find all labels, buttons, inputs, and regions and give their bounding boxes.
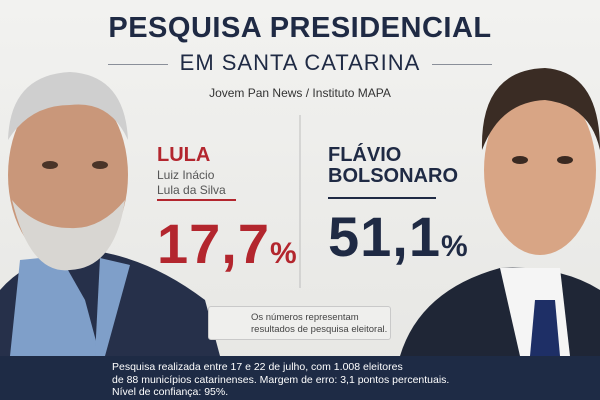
footer-line: Pesquisa realizada entre 17 e 22 de julh… bbox=[112, 361, 403, 373]
percentage-unit: % bbox=[441, 230, 469, 263]
footer-line: Nível de confiança: 95%. bbox=[112, 386, 229, 398]
percentage: 51,1% bbox=[328, 207, 469, 277]
subtitle: EM SANTA CATARINA bbox=[179, 50, 421, 75]
candidate: LULA Luiz Inácio Lula da Silva 17,7% bbox=[157, 145, 298, 284]
note: Os números representam resultados de pesq… bbox=[208, 306, 391, 340]
candidate-name: LULA bbox=[157, 144, 211, 166]
candidate-full-name: Luiz Inácio Lula da Silva bbox=[157, 168, 298, 198]
full-name-line: Lula da Silva bbox=[157, 183, 226, 197]
footer-line: de 88 municípios catarinenses. Margem de… bbox=[112, 373, 450, 386]
title-rule bbox=[432, 64, 492, 65]
source: Jovem Pan News / Instituto MAPA bbox=[209, 86, 391, 100]
title-rule bbox=[108, 64, 168, 65]
percentage-value: 17,7 bbox=[157, 212, 270, 275]
note-line: Os números representam bbox=[251, 312, 359, 323]
percentage-unit: % bbox=[270, 237, 298, 270]
full-name-line: Luiz Inácio bbox=[157, 168, 215, 182]
candidate-name: FLÁVIO bbox=[328, 144, 402, 166]
footer: Pesquisa realizada entre 17 e 22 de julh… bbox=[0, 356, 600, 400]
percentage: 17,7% bbox=[157, 214, 298, 284]
note-line: resultados de pesquisa eleitoral. bbox=[251, 324, 388, 335]
candidate-name: BOLSONARO bbox=[328, 165, 458, 187]
percentage-value: 51,1 bbox=[328, 205, 441, 268]
candidate: FLÁVIO BOLSONARO 51,1% bbox=[328, 145, 469, 277]
title: PESQUISA PRESIDENCIAL bbox=[108, 12, 492, 44]
